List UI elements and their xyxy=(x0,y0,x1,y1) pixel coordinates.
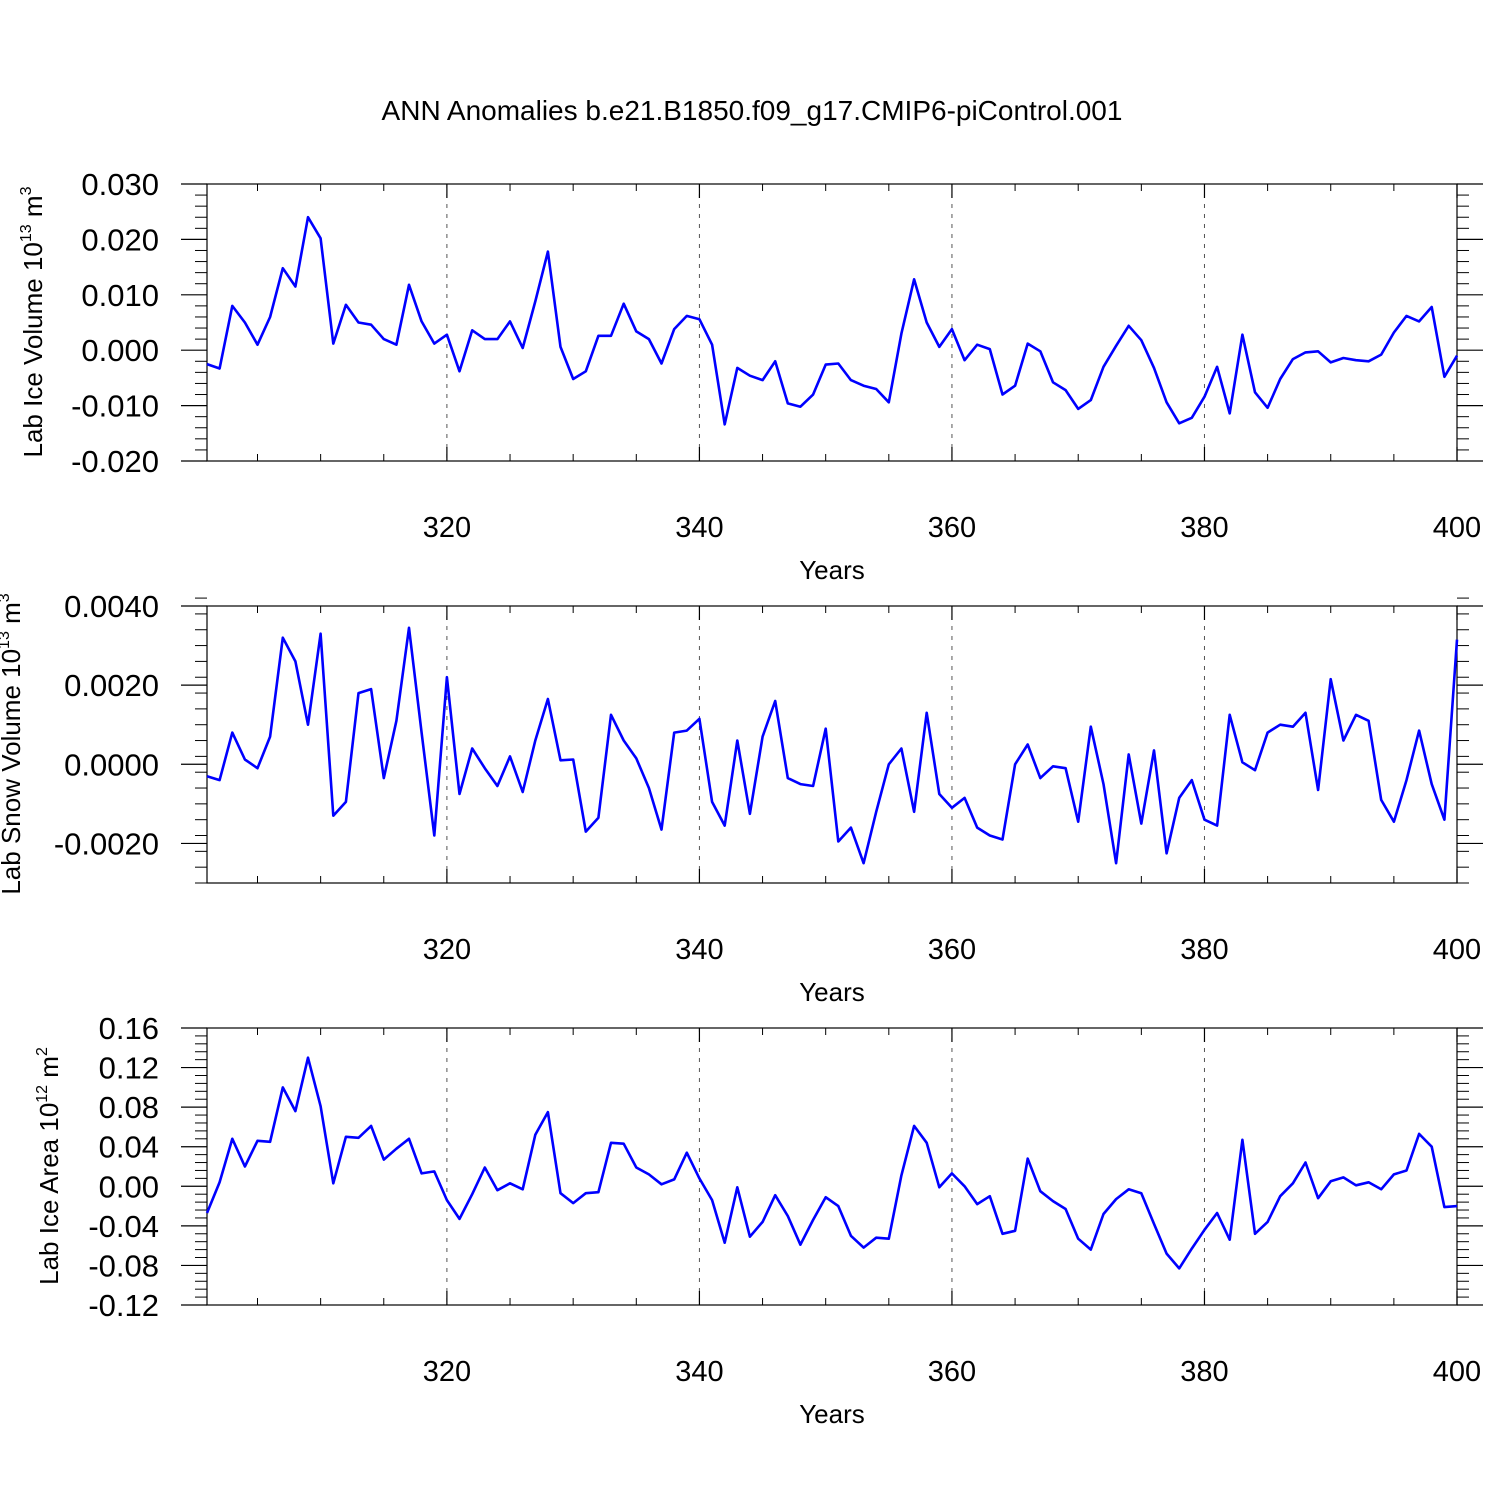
y-tick-label: 0.0000 xyxy=(64,747,159,782)
x-tick-label: 360 xyxy=(928,934,976,966)
y-axis-label-unit-exponent: 3 xyxy=(0,593,13,602)
y-axis-label: Lab Snow Volume 1013 m3 xyxy=(0,593,26,894)
y-axis-label-text: Lab Ice Volume 10 xyxy=(18,242,48,457)
y-axis-label-unit: m xyxy=(0,602,26,631)
y-axis-label-exponent: 13 xyxy=(18,224,35,242)
y-tick-label: -0.020 xyxy=(71,444,159,479)
y-axis-label: Lab Ice Volume 1013 m3 xyxy=(18,186,48,457)
y-tick-label: 0.0020 xyxy=(64,668,159,703)
y-axis-label-unit-exponent: 2 xyxy=(34,1047,51,1056)
x-tick-label: 380 xyxy=(1180,512,1228,544)
series-line xyxy=(206,626,1459,865)
y-tick-label: 0.16 xyxy=(99,1011,159,1046)
x-tick-label: 340 xyxy=(675,934,723,966)
series-line xyxy=(206,215,1459,426)
y-tick-label: -0.04 xyxy=(88,1209,159,1244)
y-tick-label: -0.08 xyxy=(88,1248,159,1283)
y-tick-label: 0.00 xyxy=(99,1169,159,1204)
y-tick-label: 0.04 xyxy=(99,1130,159,1165)
y-axis-label-text: Lab Ice Area 10 xyxy=(34,1103,64,1285)
x-tick-label: 380 xyxy=(1180,934,1228,966)
x-tick-label: 400 xyxy=(1433,512,1481,544)
y-tick-label: -0.010 xyxy=(71,389,159,424)
x-tick-label: 400 xyxy=(1433,934,1481,966)
x-tick-label: 360 xyxy=(928,512,976,544)
x-tick-label: 380 xyxy=(1180,1356,1228,1388)
y-tick-label: -0.0020 xyxy=(54,826,159,861)
panels-group: 320 340 360 380 400 -0.020 -0.010 0.000 0.010 0.0… xyxy=(0,167,1483,1429)
panel-1: 320 340 360 380 400 -0.020 -0.010 0.000 0.010 0.0… xyxy=(18,167,1483,585)
y-axis-label: Lab Ice Area 1012 m2 xyxy=(34,1047,64,1285)
y-axis-label-unit: m xyxy=(18,195,48,224)
y-tick-label: 0.0040 xyxy=(64,589,159,624)
x-tick-label: 400 xyxy=(1433,1356,1481,1388)
x-tick-label: 320 xyxy=(423,1356,471,1388)
y-axis-label-exponent: 12 xyxy=(34,1085,51,1103)
y-tick-label: 0.010 xyxy=(81,278,159,313)
y-axis-label-exponent: 13 xyxy=(0,631,13,649)
x-tick-label: 360 xyxy=(928,1356,976,1388)
panel-3: 320 340 360 380 400 -0.12 -0.08 -0.04 0.00 0.04 0.… xyxy=(34,1011,1483,1429)
x-tick-label: 340 xyxy=(675,512,723,544)
x-axis-label: Years xyxy=(799,1399,865,1429)
x-axis-label: Years xyxy=(799,555,865,585)
x-tick-label: 320 xyxy=(423,934,471,966)
panel-2: 320 340 360 380 400 -0.0020 0.0000 0.0020 0.0040… xyxy=(0,589,1483,1007)
y-axis-label-unit: m xyxy=(34,1056,64,1085)
plot-frame xyxy=(206,1027,1458,1306)
y-tick-label: 0.030 xyxy=(81,167,159,202)
chart-title: ANN Anomalies b.e21.B1850.f09_g17.CMIP6-… xyxy=(382,95,1123,126)
x-axis-label: Years xyxy=(799,977,865,1007)
series-line xyxy=(205,1056,1458,1270)
y-axis-label-text: Lab Snow Volume 10 xyxy=(0,649,26,895)
y-tick-label: -0.12 xyxy=(88,1288,159,1323)
x-tick-label: 340 xyxy=(675,1356,723,1388)
y-axis-label-unit-exponent: 3 xyxy=(18,186,35,195)
y-tick-label: 0.000 xyxy=(81,333,159,368)
y-tick-label: 0.12 xyxy=(99,1051,159,1086)
plot-frame xyxy=(206,183,1458,462)
y-tick-label: 0.020 xyxy=(81,222,159,257)
plot-frame xyxy=(206,605,1458,884)
y-tick-label: 0.08 xyxy=(99,1090,159,1125)
x-tick-label: 320 xyxy=(423,512,471,544)
